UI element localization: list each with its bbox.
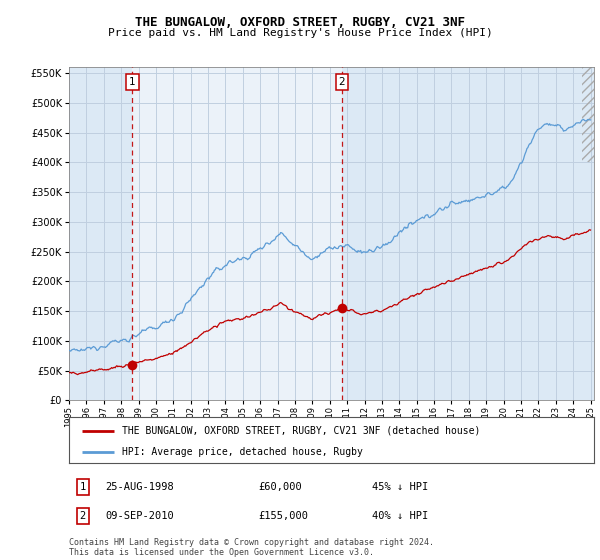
Text: 1: 1 [80,482,86,492]
Text: 40% ↓ HPI: 40% ↓ HPI [372,511,428,521]
Text: 2: 2 [338,77,345,87]
Text: £60,000: £60,000 [258,482,302,492]
Text: 45% ↓ HPI: 45% ↓ HPI [372,482,428,492]
Bar [582,67,596,162]
Text: £155,000: £155,000 [258,511,308,521]
Text: 2: 2 [80,511,86,521]
Text: THE BUNGALOW, OXFORD STREET, RUGBY, CV21 3NF (detached house): THE BUNGALOW, OXFORD STREET, RUGBY, CV21… [121,426,480,436]
Text: This data is licensed under the Open Government Licence v3.0.: This data is licensed under the Open Gov… [69,548,374,557]
Text: Contains HM Land Registry data © Crown copyright and database right 2024.: Contains HM Land Registry data © Crown c… [69,538,434,547]
Text: THE BUNGALOW, OXFORD STREET, RUGBY, CV21 3NF: THE BUNGALOW, OXFORD STREET, RUGBY, CV21… [135,16,465,29]
Bar [133,67,342,400]
Text: 09-SEP-2010: 09-SEP-2010 [105,511,174,521]
Text: Price paid vs. HM Land Registry's House Price Index (HPI): Price paid vs. HM Land Registry's House … [107,28,493,38]
Text: 25-AUG-1998: 25-AUG-1998 [105,482,174,492]
Text: HPI: Average price, detached house, Rugby: HPI: Average price, detached house, Rugb… [121,447,362,456]
Text: 1: 1 [129,77,136,87]
